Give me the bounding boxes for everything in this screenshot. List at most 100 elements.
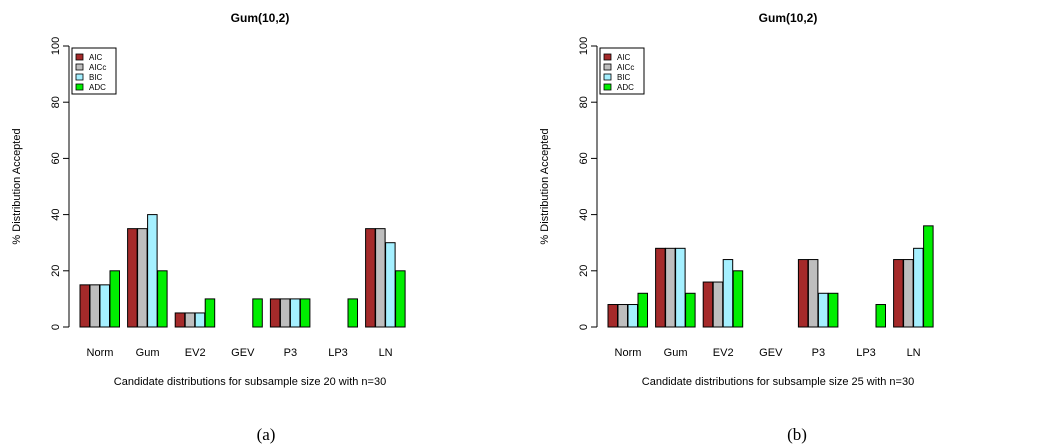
chart-a-bar-aicc-gum: [137, 228, 148, 328]
chart-a-bar-bic-norm: [99, 284, 110, 328]
chart-b-bar-adc-norm: [637, 292, 648, 328]
chart-b-title: Gum(10,2): [759, 11, 818, 25]
chart-b-x-tick-label: P3: [812, 347, 825, 359]
chart-b-x-tick-label: LN: [907, 347, 921, 359]
chart-b-y-tick-label: 20: [578, 265, 590, 277]
chart-a-x-tick-label: GEV: [231, 347, 255, 359]
chart-b-bar-aicc-norm: [617, 304, 628, 328]
chart-a-bar-aic-ev2: [174, 312, 186, 328]
chart-a-bar-adc-norm: [109, 270, 120, 328]
chart-b-x-tick-label: EV2: [713, 347, 734, 359]
chart-panel-b: Gum(10,2) 0 20 40 60 80 100 % Distribution Acce…: [528, 0, 1056, 448]
chart-a-bar-aic-gum: [127, 228, 138, 328]
chart-a-y-tick-label: 40: [50, 208, 62, 220]
chart-a-x-axis-label: Candidate distributions for subsample si…: [114, 376, 386, 388]
chart-b-x-tick-label: Norm: [615, 347, 642, 359]
chart-a-bar-adc-gum: [157, 270, 168, 328]
chart-b-bar-aic-norm: [607, 304, 618, 328]
chart-a-bar-bic-gum: [147, 214, 158, 328]
chart-b-bar-bic-p3: [817, 292, 829, 328]
chart-b-caption: (b): [787, 425, 807, 444]
chart-b-bar-adc-p3: [827, 292, 839, 328]
bar-chart: Gum(10,2) 0 20 40 60 80 100 % Distribution Acce…: [539, 11, 934, 444]
chart-a-legend-label-adc: ADC: [89, 83, 106, 92]
chart-a-x-tick-label: LP3: [328, 347, 348, 359]
chart-a-title: Gum(10,2): [231, 11, 290, 25]
chart-a-bar-aic-ln: [365, 228, 376, 328]
chart-a-bar-aicc-ln: [375, 228, 386, 328]
chart-a-y-tick-label: 60: [50, 152, 62, 164]
chart-b-y-tick-label: 80: [578, 96, 590, 108]
chart-a-bar-bic-ln: [385, 242, 396, 328]
chart-b-bar-bic-ln: [913, 247, 924, 328]
chart-b-legend-swatch-aic: [603, 53, 612, 61]
chart-b-bar-adc-ev2: [732, 270, 744, 328]
chart-a-bar-adc-lp3: [347, 298, 358, 328]
chart-b-x-axis-label: Candidate distributions for subsample si…: [642, 376, 914, 388]
chart-b-bar-adc-ln: [923, 225, 934, 328]
chart-a-legend-swatch-aicc: [75, 63, 84, 71]
chart-a-bar-adc-ln: [395, 270, 406, 328]
chart-b-legend-label-adc: ADC: [617, 83, 634, 92]
chart-b-bar-bic-ev2: [722, 259, 734, 328]
chart-a-bar-bic-ev2: [194, 312, 206, 328]
chart-a-bar-adc-gev: [252, 298, 263, 328]
chart-b-bar-bic-gum: [675, 247, 686, 328]
chart-a-x-tick-label: LN: [379, 347, 393, 359]
chart-b-bar-aicc-p3: [807, 259, 819, 328]
chart-a-y-tick-label: 100: [50, 37, 62, 55]
bar-chart: Gum(10,2) 0 20 40 60 80 100 % Distribution Acce…: [11, 11, 406, 444]
chart-b-y-tick-label: 100: [578, 37, 590, 55]
chart-a-bar-adc-p3: [299, 298, 311, 328]
chart-b-bar-aicc-ev2: [712, 281, 724, 328]
chart-a-bar-aicc-norm: [89, 284, 100, 328]
chart-a-x-tick-label: P3: [284, 347, 297, 359]
chart-b-legend-swatch-adc: [603, 83, 612, 91]
chart-b-bar-adc-lp3: [875, 304, 886, 328]
chart-b-legend-box: [599, 47, 645, 95]
chart-b-bar-adc-gum: [685, 292, 696, 328]
chart-b-bar-aicc-ln: [903, 259, 914, 328]
chart-a-x-tick-label: Norm: [87, 347, 114, 359]
chart-a-legend-swatch-aic: [75, 53, 84, 61]
chart-b-x-tick-label: Gum: [664, 347, 688, 359]
chart-a-bar-adc-ev2: [204, 298, 216, 328]
chart-a-y-axis-label: % Distribution Accepted: [11, 128, 23, 244]
chart-b-legend-swatch-bic: [603, 73, 612, 81]
chart-a-legend-swatch-bic: [75, 73, 84, 81]
chart-b-y-tick-label: 40: [578, 208, 590, 220]
chart-b-bar-aic-gum: [655, 247, 666, 328]
chart-a-y-tick-label: 0: [50, 324, 62, 330]
chart-a-legend-label-bic: BIC: [89, 73, 103, 82]
chart-a-legend-label-aicc: AICc: [89, 63, 106, 72]
chart-a-bar-aicc-p3: [279, 298, 291, 328]
chart-a-legend-label-aic: AIC: [89, 53, 103, 62]
chart-b-legend-label-aic: AIC: [617, 53, 631, 62]
chart-a-bar-aic-p3: [269, 298, 281, 328]
chart-b-y-axis-label: % Distribution Accepted: [539, 128, 551, 244]
chart-a-bar-aic-norm: [79, 284, 90, 328]
chart-a-caption: (a): [257, 425, 276, 444]
chart-b-y-tick-label: 0: [578, 324, 590, 330]
chart-b-legend-label-bic: BIC: [617, 73, 631, 82]
chart-a-bar-bic-p3: [289, 298, 301, 328]
chart-b-bar-bic-norm: [627, 304, 638, 328]
chart-a-x-tick-label: EV2: [185, 347, 206, 359]
chart-a-bar-aicc-ev2: [184, 312, 196, 328]
chart-b-legend-label-aicc: AICc: [617, 63, 634, 72]
chart-a-x-tick-label: Gum: [136, 347, 160, 359]
chart-a-legend-swatch-adc: [75, 83, 84, 91]
chart-b-bar-aic-p3: [797, 259, 809, 328]
chart-a-y-tick-label: 80: [50, 96, 62, 108]
chart-b-y-tick-label: 60: [578, 152, 590, 164]
chart-b-x-tick-label: LP3: [856, 347, 876, 359]
chart-a-y-tick-label: 20: [50, 265, 62, 277]
chart-b-bar-aic-ev2: [702, 281, 714, 328]
chart-b-x-tick-label: GEV: [759, 347, 783, 359]
chart-b-bar-aicc-gum: [665, 247, 676, 328]
chart-b-bar-aic-ln: [893, 259, 904, 328]
chart-panel-a: Gum(10,2) 0 20 40 60 80 100 % Distribution Acce…: [0, 0, 528, 448]
chart-b-legend-swatch-aicc: [603, 63, 612, 71]
